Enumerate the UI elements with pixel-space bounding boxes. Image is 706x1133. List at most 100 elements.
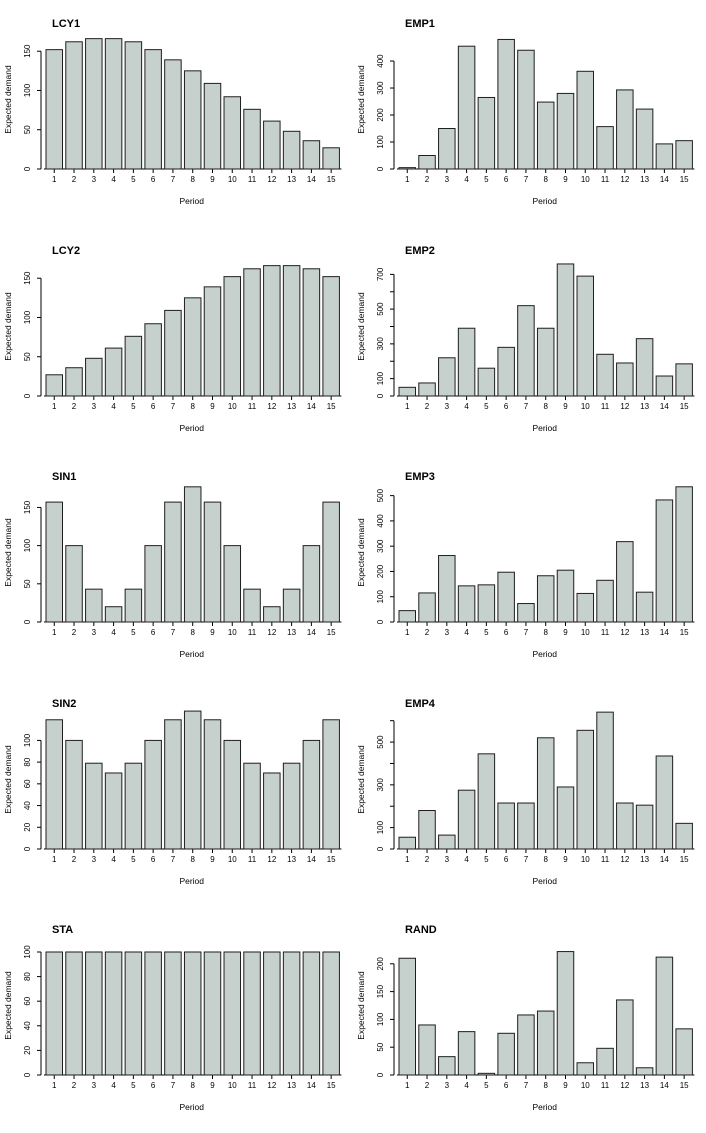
- chart-sin2: SIN2 0 20 40 60 80 100 Expected demand 1 2 3 4 5 6 7 8 9…: [0, 680, 353, 907]
- bar-period-12: [263, 951, 281, 1076]
- x-tick-label: 9: [210, 1081, 215, 1090]
- bar-period-8: [183, 486, 202, 623]
- y-tick-label: 100: [376, 820, 385, 834]
- y-tick-label: 150: [23, 500, 32, 514]
- x-tick-label: 8: [190, 1081, 195, 1090]
- bar-period-15: [322, 501, 340, 623]
- bar-period-7: [164, 501, 182, 623]
- bar-period-10: [223, 739, 242, 850]
- bar-period-3: [438, 356, 456, 397]
- bar-period-2: [418, 592, 436, 623]
- y-tick-label: 0: [23, 166, 32, 171]
- x-tick-label: 7: [524, 1081, 529, 1090]
- bar-period-10: [576, 1062, 595, 1076]
- bar-period-13: [282, 588, 301, 623]
- bar-period-14: [655, 755, 674, 850]
- x-tick-label: 6: [504, 175, 509, 184]
- x-tick-label: 15: [680, 175, 689, 184]
- bar-period-15: [675, 362, 693, 397]
- bar-period-1: [398, 610, 417, 623]
- y-tick-label: 50: [23, 579, 32, 588]
- x-tick-label: 10: [228, 855, 237, 864]
- y-tick-label: 150: [23, 44, 32, 58]
- x-tick-label: 6: [151, 175, 156, 184]
- bar-period-3: [85, 588, 103, 623]
- x-tick-label: 13: [287, 402, 296, 411]
- bar-period-1: [45, 951, 64, 1076]
- x-tick-label: 9: [210, 628, 215, 637]
- x-tick-label: 1: [405, 175, 410, 184]
- y-axis-title: Expected demand: [3, 65, 13, 134]
- chart-title: RAND: [405, 924, 437, 936]
- y-tick-label: 0: [376, 1073, 385, 1078]
- x-tick-label: 8: [190, 628, 195, 637]
- x-tick-label: 8: [543, 855, 548, 864]
- x-tick-label: 7: [524, 628, 529, 637]
- y-tick-label: 50: [23, 351, 32, 360]
- bar-period-15: [322, 147, 340, 170]
- x-tick-label: 9: [210, 402, 215, 411]
- y-tick-label: 60: [23, 779, 32, 788]
- x-tick-label: 12: [267, 628, 276, 637]
- x-tick-label: 7: [171, 175, 176, 184]
- y-tick-label: 80: [23, 757, 32, 766]
- bar-period-5: [124, 762, 143, 850]
- x-tick-label: 10: [228, 175, 237, 184]
- bar-period-14: [655, 499, 674, 623]
- x-tick-label: 5: [484, 402, 489, 411]
- bar-period-11: [596, 1048, 614, 1076]
- y-axis-title: Expected demand: [3, 745, 13, 814]
- x-tick-label: 13: [640, 175, 649, 184]
- x-tick-label: 12: [620, 175, 629, 184]
- x-tick-label: 12: [267, 855, 276, 864]
- y-tick-label: 100: [23, 539, 32, 553]
- bar-period-6: [497, 346, 515, 397]
- bar-period-12: [616, 362, 634, 397]
- y-tick-label: 0: [376, 619, 385, 624]
- bar-period-9: [203, 719, 222, 850]
- bar-period-4: [457, 45, 476, 170]
- x-tick-label: 4: [111, 855, 116, 864]
- bar-period-9: [556, 786, 575, 850]
- x-tick-label: 3: [445, 402, 450, 411]
- y-tick-label: 200: [376, 564, 385, 578]
- bar-period-1: [45, 373, 64, 397]
- y-tick-label: 60: [23, 997, 32, 1006]
- x-tick-label: 3: [445, 855, 450, 864]
- bar-period-10: [223, 545, 242, 623]
- bar-period-11: [243, 762, 261, 850]
- x-tick-label: 13: [287, 1081, 296, 1090]
- x-tick-label: 6: [504, 1081, 509, 1090]
- x-tick-label: 12: [620, 855, 629, 864]
- bar-period-13: [282, 264, 301, 397]
- bar-period-11: [596, 126, 614, 170]
- chart-title: SIN2: [52, 698, 76, 710]
- bar-period-15: [675, 822, 693, 850]
- bar-period-4: [457, 1031, 476, 1076]
- y-tick-label: 40: [23, 800, 32, 809]
- bar-period-15: [675, 486, 693, 623]
- chart-title: EMP4: [405, 698, 436, 710]
- bar-period-13: [635, 337, 654, 397]
- x-tick-label: 5: [131, 1081, 136, 1090]
- bar-period-6: [497, 38, 515, 170]
- x-tick-label: 1: [52, 855, 57, 864]
- bar-period-5: [477, 96, 496, 170]
- bar-period-2: [65, 739, 83, 850]
- x-tick-label: 5: [484, 628, 489, 637]
- bar-period-8: [183, 70, 202, 170]
- chart-emp4: EMP4 0 100 300 500 Expected demand 1 2 3 4 5 6 7 8 9 10…: [353, 680, 706, 907]
- y-tick-label: 150: [23, 271, 32, 285]
- x-tick-label: 15: [680, 628, 689, 637]
- bar-period-15: [322, 275, 340, 397]
- x-tick-label: 5: [131, 402, 136, 411]
- bar-period-6: [144, 322, 162, 397]
- y-tick-label: 50: [23, 125, 32, 134]
- x-tick-label: 4: [111, 402, 116, 411]
- y-tick-label: 0: [23, 393, 32, 398]
